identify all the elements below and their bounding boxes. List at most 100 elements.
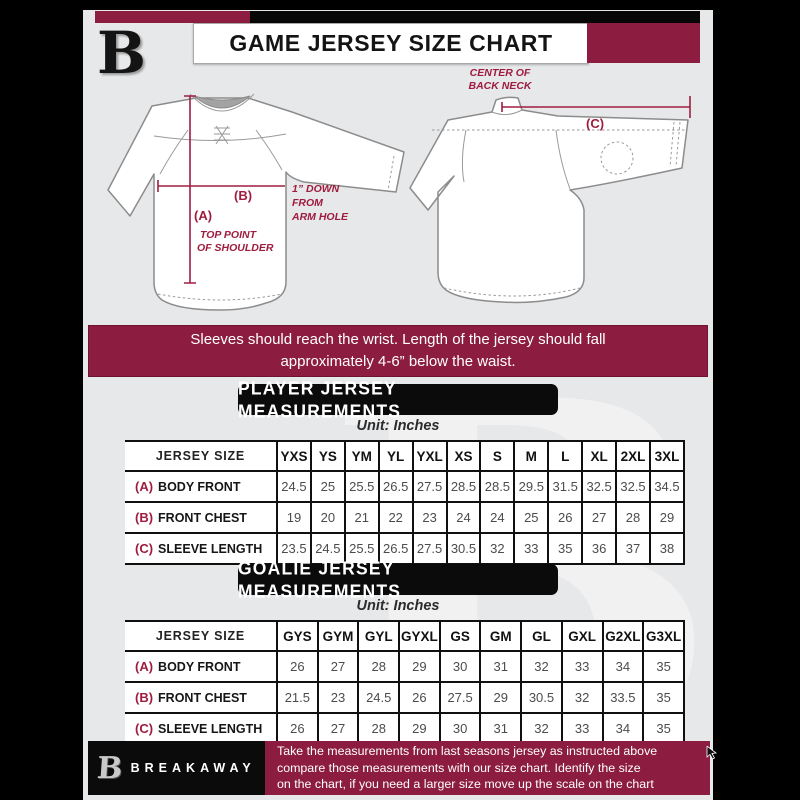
measurement-cell: 27 xyxy=(316,650,360,683)
size-column-header: GYM xyxy=(316,620,360,652)
measurement-cell: 27.5 xyxy=(411,532,448,565)
measurement-cell: 26.5 xyxy=(377,532,414,565)
measurement-cell: 20 xyxy=(309,501,346,534)
measurement-cell: 29 xyxy=(479,681,523,714)
measurement-cell: 28.5 xyxy=(479,470,516,503)
measurement-cell: 30.5 xyxy=(445,532,482,565)
measurement-cell: 24.5 xyxy=(276,470,312,503)
measurement-row: (A) BODY FRONT 26 27 28 29 30 31 32 33 34 35 xyxy=(125,650,685,683)
size-column-header: S xyxy=(479,440,516,472)
size-column-header: YXS xyxy=(276,440,312,472)
note-b-line1: 1” DOWN xyxy=(292,183,340,195)
page-title: GAME JERSEY SIZE CHART xyxy=(229,30,553,56)
measurement-cell: 25 xyxy=(309,470,346,503)
player-heading-text: PLAYER JERSEY MEASUREMENTS xyxy=(238,376,402,422)
measurement-cell: 32 xyxy=(520,650,563,683)
size-column-header: GYS xyxy=(276,620,319,652)
footer-instruction-line: compare those measurements with our size… xyxy=(277,760,641,775)
measurement-cell: 23 xyxy=(316,681,360,714)
measurement-row-label: (C) SLEEVE LENGTH xyxy=(125,532,278,565)
measurement-cell: 31 xyxy=(479,712,523,745)
title-accent-block xyxy=(587,23,700,63)
measurement-row-label: (B) FRONT CHEST xyxy=(125,681,278,714)
measurement-cell: 21.5 xyxy=(276,681,319,714)
measurement-cell: 28 xyxy=(615,501,651,534)
goalie-heading-text: GOALIE JERSEY MEASUREMENTS xyxy=(238,556,402,602)
player-size-table: JERSEY SIZE YXS YS YM YL YXL XS S M L XL 2XL 3XL (A) B… xyxy=(125,440,686,565)
header-accent-bar xyxy=(95,11,700,23)
goalie-unit-label: Unit: Inches xyxy=(356,598,440,614)
size-column-header: M xyxy=(513,440,550,472)
footer-instructions: Take the measurements from last seasons … xyxy=(265,741,710,795)
measurement-cell: 24 xyxy=(445,501,482,534)
measurement-cell: 29 xyxy=(398,712,441,745)
measurement-label: SLEEVE LENGTH xyxy=(158,542,263,556)
measurement-cell: 25.5 xyxy=(343,470,380,503)
measurement-key: (C) xyxy=(135,721,154,736)
measurement-cell: 27.5 xyxy=(411,470,448,503)
note-a-line1: TOP POINT xyxy=(200,229,258,241)
footer-brand-logo-b-icon: B xyxy=(96,750,124,786)
measurement-cell: 24.5 xyxy=(309,532,346,565)
note-a-line2: OF SHOULDER xyxy=(197,242,274,254)
measurement-cell: 26 xyxy=(276,712,319,745)
measurement-cell: 30 xyxy=(438,712,482,745)
measurement-cell: 26 xyxy=(276,650,319,683)
measurement-row-label: (A) BODY FRONT xyxy=(125,650,278,683)
front-jersey-diagram: (B) 1” DOWN FROM ARM HOLE (A) TOP POINT … xyxy=(107,93,405,311)
player-measurements-heading: PLAYER JERSEY MEASUREMENTS xyxy=(238,377,558,421)
measurement-row: (B) FRONT CHEST 19 20 21 22 23 24 24 25 26 27 28 29 xyxy=(125,501,686,534)
footer-brand-box: B BREAKAWAY xyxy=(88,741,265,795)
measurement-cell: 31 xyxy=(479,650,523,683)
measurement-cell: 37 xyxy=(615,532,651,565)
measurement-row-label: (A) BODY FRONT xyxy=(125,470,278,503)
measurement-cell: 31.5 xyxy=(547,470,584,503)
measurement-cell: 32 xyxy=(560,681,604,714)
footer-instruction-line: on the chart, if you need a larger size … xyxy=(277,777,654,792)
measurement-cell: 32.5 xyxy=(615,470,651,503)
measurement-cell: 29.5 xyxy=(513,470,550,503)
size-column-header: GL xyxy=(520,620,563,652)
footer-instruction-line: Take the measurements from last seasons … xyxy=(277,743,658,758)
mouse-cursor-icon xyxy=(706,746,718,760)
goalie-size-table: JERSEY SIZE GYS GYM GYL GYXL GS GM GL GXL G2XL G3X… xyxy=(125,620,685,745)
note-b-line3: ARM HOLE xyxy=(291,211,349,223)
size-column-header: YS xyxy=(309,440,346,472)
measurement-cell: 22 xyxy=(377,501,414,534)
label-a: (A) xyxy=(194,208,212,223)
measurement-row-label: (B) FRONT CHEST xyxy=(125,501,278,534)
measurement-key: (A) xyxy=(135,479,154,494)
measurement-row: (A) BODY FRONT 24.5 25 25.5 26.5 27.5 28.5 28.5 2… xyxy=(125,470,686,503)
measurement-row: (B) FRONT CHEST 21.5 23 24.5 26 27.5 29 30.5 32 33… xyxy=(125,681,685,714)
back-jersey-diagram: (C) CENTER OF BACK NECK xyxy=(409,67,691,304)
note-b-line2: FROM xyxy=(292,197,323,209)
size-column-header: 3XL xyxy=(648,440,686,472)
measurement-cell: 34 xyxy=(601,650,645,683)
measurement-cell: 33.5 xyxy=(601,681,645,714)
measurement-cell: 24 xyxy=(479,501,516,534)
measurement-cell: 32 xyxy=(479,532,516,565)
measurement-cell: 26 xyxy=(398,681,441,714)
size-header-row: JERSEY SIZE YXS YS YM YL YXL XS S M L XL 2XL 3XL xyxy=(125,440,686,472)
jersey-size-header: JERSEY SIZE xyxy=(125,440,278,472)
measurement-cell: 35 xyxy=(642,712,685,745)
measurement-key: (C) xyxy=(135,541,154,556)
measurement-cell: 35 xyxy=(547,532,584,565)
measurement-cell: 28 xyxy=(357,712,401,745)
measurement-row: (C) SLEEVE LENGTH 23.5 24.5 25.5 26.5 27.5 30.5… xyxy=(125,532,686,565)
size-column-header: XL xyxy=(581,440,618,472)
measurement-key: (B) xyxy=(135,510,154,525)
measurement-cell: 23 xyxy=(411,501,448,534)
size-column-header: G3XL xyxy=(642,620,685,652)
size-column-header: YXL xyxy=(411,440,448,472)
measurement-key: (A) xyxy=(135,659,154,674)
measurement-label: FRONT CHEST xyxy=(158,691,247,705)
measurement-cell: 34 xyxy=(601,712,645,745)
goalie-measurements-heading: GOALIE JERSEY MEASUREMENTS xyxy=(238,557,558,601)
measurement-cell: 35 xyxy=(642,681,685,714)
measurement-cell: 33 xyxy=(513,532,550,565)
jersey-size-header: JERSEY SIZE xyxy=(125,620,278,652)
measurement-row: (C) SLEEVE LENGTH 26 27 28 29 30 31 32 33 34 35 xyxy=(125,712,685,745)
measurement-cell: 24.5 xyxy=(357,681,401,714)
size-column-header: XS xyxy=(445,440,482,472)
